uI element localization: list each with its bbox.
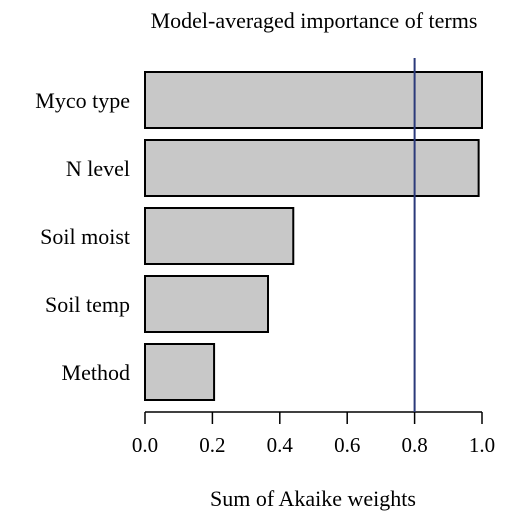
x-tick-label: 0.2 (199, 433, 225, 457)
x-tick-label: 1.0 (469, 433, 495, 457)
x-tick-label: 0.0 (132, 433, 158, 457)
bar-soil-temp (144, 275, 270, 333)
bar-n-level (144, 139, 480, 197)
bars-group (144, 71, 483, 401)
category-label: Method (62, 360, 130, 385)
chart-title: Model-averaged importance of terms (151, 8, 478, 33)
x-axis: 0.0 0.2 0.4 0.6 0.8 1.0 (132, 411, 495, 457)
x-tick-label: 0.4 (267, 433, 294, 457)
x-axis-label: Sum of Akaike weights (210, 486, 416, 511)
x-tick-label: 0.6 (334, 433, 360, 457)
bar-method (144, 343, 216, 401)
category-label: N level (66, 156, 130, 181)
category-label: Soil temp (45, 292, 130, 317)
x-tick-label: 0.8 (401, 433, 427, 457)
category-label: Myco type (35, 88, 130, 113)
bar-myco-type (144, 71, 483, 129)
category-labels: Myco type N level Soil moist Soil temp Metho… (35, 88, 130, 385)
bar-soil-moist (144, 207, 295, 265)
category-label: Soil moist (40, 224, 130, 249)
